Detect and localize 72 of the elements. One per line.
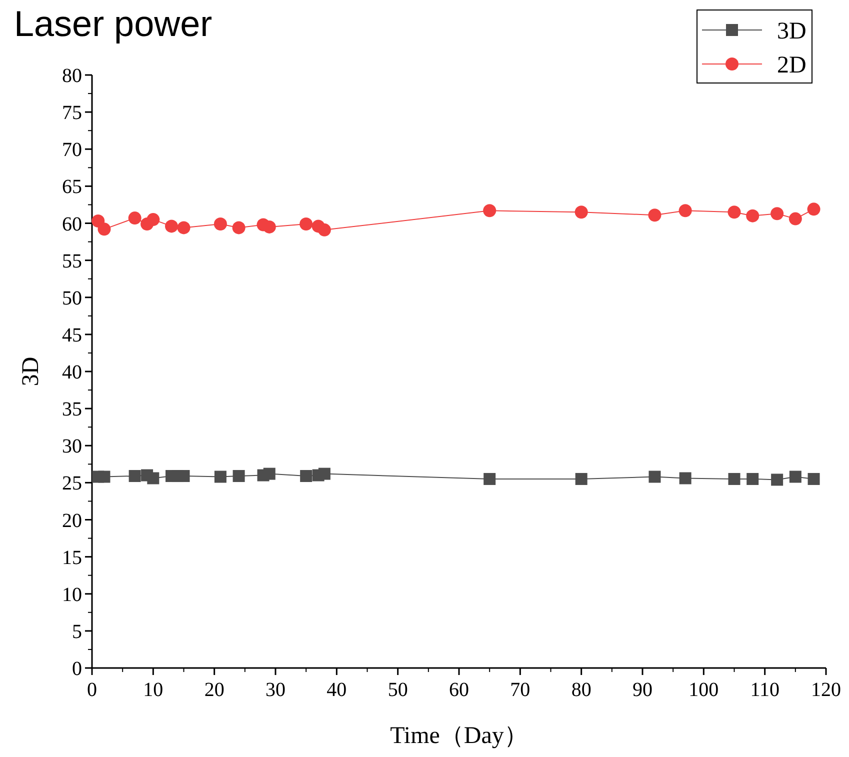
point	[146, 213, 160, 226]
point	[728, 472, 740, 485]
x-tick-label: 110	[750, 679, 780, 701]
y-tick-label: 60	[62, 213, 82, 236]
point	[728, 206, 741, 219]
x-tick-label: 20	[204, 679, 224, 701]
point	[98, 470, 110, 483]
y-tick-label: 15	[62, 546, 82, 569]
y-tick-label: 70	[62, 139, 82, 162]
point	[679, 472, 692, 484]
y-tick-label: 5	[72, 620, 82, 643]
x-tick-label: 100	[688, 679, 719, 701]
y-tick-label: 50	[62, 287, 82, 310]
point	[128, 470, 141, 482]
y-tick-label: 10	[62, 584, 82, 606]
point	[300, 217, 313, 230]
x-tick-label: 0	[87, 679, 97, 701]
y-tick-label: 30	[62, 436, 82, 458]
point	[574, 206, 588, 219]
chart-title: Laser power	[14, 3, 212, 44]
y-tick-label: 40	[62, 362, 82, 384]
point	[575, 472, 588, 485]
point	[214, 470, 226, 483]
point	[318, 223, 331, 236]
point	[484, 472, 496, 485]
y-tick-label: 20	[62, 510, 82, 532]
y-tick-label: 0	[72, 658, 82, 680]
y-axis-title: 3D	[18, 356, 44, 386]
x-tick-label: 40	[326, 679, 347, 701]
y-tick-label: 45	[62, 324, 82, 346]
point	[808, 472, 820, 485]
point	[232, 221, 246, 234]
x-tick-label: 90	[632, 679, 652, 701]
y-tick-label: 75	[62, 102, 82, 124]
point	[262, 220, 276, 234]
point	[147, 472, 160, 484]
point	[300, 470, 312, 482]
point	[98, 222, 111, 236]
point	[746, 209, 760, 222]
point	[648, 470, 661, 483]
x-tick-label: 80	[571, 679, 592, 701]
x-tick-label: 120	[811, 679, 841, 701]
point	[746, 472, 759, 485]
y-tick-label: 65	[62, 176, 82, 198]
point	[678, 204, 692, 218]
point	[788, 212, 802, 226]
point	[177, 221, 190, 234]
x-axis-title: Time（Day）	[390, 723, 528, 749]
point	[807, 202, 820, 216]
point	[128, 212, 142, 225]
point	[648, 208, 662, 222]
point	[165, 220, 178, 233]
x-tick-label: 10	[143, 679, 164, 701]
point	[214, 217, 227, 230]
y-tick-label: 55	[62, 250, 82, 272]
legend-label: 3D	[777, 18, 806, 44]
point	[318, 468, 330, 480]
point	[178, 470, 190, 482]
y-tick-label: 25	[62, 472, 82, 495]
y-tick-label: 80	[62, 65, 82, 87]
y-tick-label: 35	[62, 398, 82, 421]
point	[770, 207, 784, 220]
x-tick-label: 70	[510, 679, 530, 701]
x-tick-label: 60	[449, 679, 469, 701]
point	[232, 470, 245, 482]
legend-label: 2D	[777, 52, 806, 78]
x-tick-label: 30	[266, 679, 286, 701]
point	[263, 468, 276, 480]
point	[483, 204, 496, 218]
point	[771, 474, 784, 486]
x-tick-label: 50	[388, 679, 408, 701]
point	[789, 470, 802, 483]
